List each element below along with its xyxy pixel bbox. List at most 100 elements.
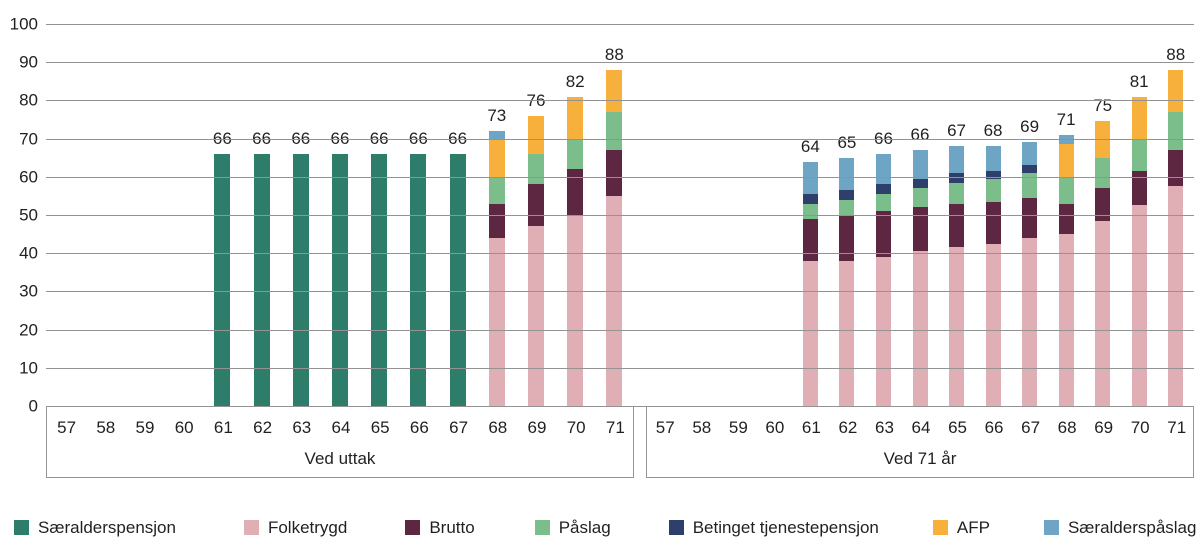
bar-segment-betinget-tjenestepensjon <box>1022 165 1038 173</box>
stacked-bar[interactable] <box>567 96 584 406</box>
plot-area: 66 66 66 66 66 66 66 73 76 82 88 64 65 66 66 67 68 69 71 7… <box>46 24 1194 407</box>
legend-item-6[interactable]: AFP <box>932 519 990 536</box>
bar-segment-folketrygd <box>1095 220 1111 406</box>
bar-value-label: 66 <box>448 128 468 148</box>
bar-segment-afp <box>606 69 623 112</box>
bar-value-label: 66 <box>252 128 272 148</box>
bar-segment-brutto <box>488 203 505 238</box>
x-axis-tick-61: 61 <box>213 418 233 437</box>
stacked-bar[interactable] <box>449 153 466 406</box>
bar-segment-paaslag <box>1095 157 1111 189</box>
y-axis: 0 10 20 30 40 50 60 70 80 90 100 <box>0 0 46 430</box>
legend-item-7[interactable]: Særalderspåslag <box>1043 519 1196 536</box>
bar-segment-paaslag <box>1131 138 1147 172</box>
legend-item-2[interactable]: Folketrygd <box>243 518 348 537</box>
x-axis-tick-69: 69 <box>527 418 547 437</box>
stacked-bar[interactable] <box>214 153 231 406</box>
gridline-90 <box>46 62 1194 64</box>
legend-label: Folketrygd <box>267 518 348 537</box>
bar-segment-saeralderspaaslag <box>1022 142 1038 166</box>
bar-segment-brutto <box>949 203 965 248</box>
bar-slot: 66 <box>330 24 350 406</box>
legend-item-1[interactable]: Særalderspensjon <box>14 519 176 536</box>
bar-slot: 66 <box>252 24 272 406</box>
bar-value-label: 82 <box>565 71 585 91</box>
stacked-bar[interactable] <box>253 153 270 406</box>
bar-segment-paaslag <box>528 153 544 185</box>
legend-item-5[interactable]: Betinget tjenestepensjon <box>668 518 879 537</box>
legend-label: Brutto <box>429 518 475 537</box>
bar-slot: 71 <box>1057 24 1076 406</box>
x-axis-tick-59: 59 <box>728 418 748 437</box>
stacked-bar[interactable] <box>528 115 544 406</box>
bar-segment-brutto <box>567 169 584 215</box>
stacked-bar[interactable] <box>371 153 388 406</box>
bar-value-label: 64 <box>800 136 820 156</box>
bar-segment-brutto <box>1022 197 1038 238</box>
stacked-bar[interactable] <box>606 69 623 406</box>
x-axis-tick-63: 63 <box>874 418 894 437</box>
bar-value-label: 65 <box>837 132 857 152</box>
x-axis-tick-70: 70 <box>1130 418 1150 437</box>
stacked-bar[interactable] <box>1168 69 1184 406</box>
stacked-bar[interactable] <box>1095 121 1111 406</box>
x-axis-tick-59: 59 <box>135 418 155 437</box>
bar-value-label: 66 <box>291 128 311 148</box>
x-axis-title-right: Ved 71 år <box>883 449 957 468</box>
stacked-bar[interactable] <box>839 157 855 406</box>
bar-slot: 66 <box>408 24 428 406</box>
bar-value-label: 88 <box>604 44 624 64</box>
bar-slot: 66 <box>911 24 929 406</box>
stacked-bar[interactable] <box>488 131 505 406</box>
bar-value-label: 73 <box>487 105 507 125</box>
bar-value-label: 69 <box>1020 117 1040 137</box>
bar-segment-saeralderspensjon <box>449 153 466 406</box>
bar-value-label: 75 <box>1093 96 1113 116</box>
x-axis-ved-uttak: Ved uttak 57 58 59 60 61 62 63 64 65 66 67 68 69 70 71 <box>46 406 634 478</box>
stacked-bar[interactable] <box>912 150 928 406</box>
stacked-bar[interactable] <box>332 153 348 406</box>
legend-item-3[interactable]: Brutto <box>405 518 475 537</box>
stacked-bar[interactable] <box>985 146 1001 406</box>
x-axis-tick-70: 70 <box>566 418 586 437</box>
stacked-bar[interactable] <box>1131 96 1147 406</box>
stacked-bar[interactable] <box>1058 134 1074 406</box>
bar-segment-saeralderspaaslag <box>912 150 928 179</box>
stacked-bar[interactable] <box>1022 142 1038 406</box>
stacked-bar[interactable] <box>292 153 309 406</box>
legend-label: Betinget tjenestepensjon <box>692 518 879 537</box>
bar-slot: 65 <box>837 24 857 406</box>
legend-item-4[interactable]: Påslag <box>534 519 611 536</box>
y-axis-tick-0: 0 <box>28 396 38 416</box>
x-axis-tick-65: 65 <box>948 418 967 437</box>
bar-segment-paaslag <box>1022 172 1038 198</box>
x-axis-tick-67: 67 <box>1021 418 1041 437</box>
x-axis-tick-62: 62 <box>838 418 858 437</box>
bar-segment-saeralderspensjon <box>214 153 231 406</box>
bar-segment-brutto <box>1095 188 1111 221</box>
y-axis-tick-30: 30 <box>19 281 38 301</box>
bar-segment-brutto <box>528 184 544 227</box>
x-axis-tick-66: 66 <box>984 418 1004 437</box>
y-axis-tick-20: 20 <box>19 320 38 340</box>
bar-segment-brutto <box>1168 150 1184 187</box>
stacked-bar[interactable] <box>802 161 818 406</box>
bar-value-label: 66 <box>408 128 428 148</box>
bar-value-label: 66 <box>212 128 232 148</box>
bar-value-label: 66 <box>330 128 350 148</box>
bar-segment-folketrygd <box>567 215 584 406</box>
bar-slot: 66 <box>448 24 468 406</box>
x-axis-tick-63: 63 <box>292 418 312 437</box>
x-axis-tick-68: 68 <box>488 418 508 437</box>
bar-segment-saeralderspensjon <box>371 153 388 406</box>
bar-slot: 88 <box>604 24 624 406</box>
bar-segment-folketrygd <box>606 195 623 406</box>
bar-segment-afp <box>1058 144 1074 177</box>
legend-swatch-icon <box>668 520 684 535</box>
bar-value-label: 66 <box>369 128 389 148</box>
gridline-20 <box>46 329 1194 331</box>
chart-legend: Særalderspensjon Folketrygd Brutto Påslag Be… <box>0 505 1200 550</box>
bar-segment-saeralderspensjon <box>292 153 309 406</box>
x-axis-tick-58: 58 <box>692 418 712 437</box>
stacked-bar[interactable] <box>410 153 427 406</box>
